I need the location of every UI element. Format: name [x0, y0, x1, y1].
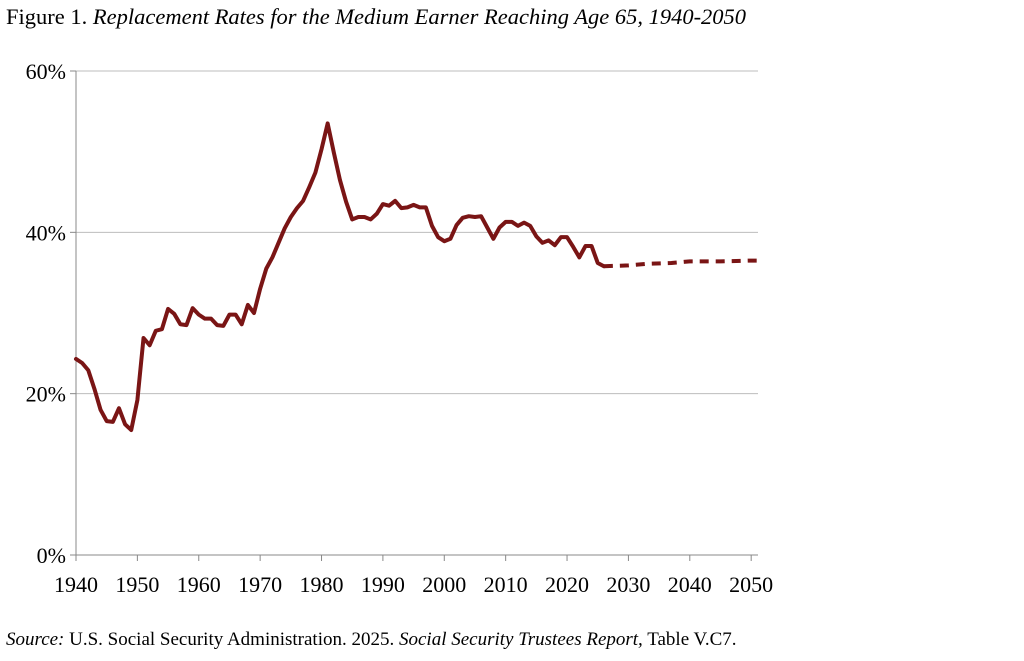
y-tick-label: 20% [26, 382, 66, 407]
projected-line [603, 258, 758, 269]
x-tick-label: 2000 [422, 572, 466, 597]
figure-number: Figure 1. [6, 4, 93, 29]
x-tick-label: 1950 [115, 572, 159, 597]
series-lines [74, 121, 758, 432]
x-tick-label: 1960 [177, 572, 221, 597]
axes [70, 70, 758, 561]
figure-title: Figure 1. Replacement Rates for the Medi… [6, 4, 746, 30]
gridlines [76, 70, 758, 395]
x-tick-label: 2050 [729, 572, 773, 597]
x-tick-label: 1970 [238, 572, 282, 597]
source-text-1: U.S. Social Security Administration. 202… [64, 629, 399, 650]
y-tick-label: 0% [37, 543, 66, 568]
x-tick-label: 1980 [300, 572, 344, 597]
source-text-2: Table V.C7. [642, 629, 737, 650]
x-axis-labels: 1940 1950 1960 1970 1980 1990 2000 2010 2020 2030… [54, 572, 773, 597]
source-note: Source: U.S. Social Security Administrat… [6, 629, 737, 651]
historical-line [74, 121, 606, 432]
x-tick-label: 2030 [606, 572, 650, 597]
x-tick-label: 1990 [361, 572, 405, 597]
source-label: Source: [6, 629, 65, 650]
x-tick-label: 1940 [54, 572, 98, 597]
y-axis-labels: 0% 20% 40% 60% [26, 59, 66, 568]
figure-title-text: Replacement Rates for the Medium Earner … [92, 4, 747, 29]
x-tick-label: 2040 [668, 572, 712, 597]
x-tick-label: 2020 [545, 572, 589, 597]
y-tick-label: 60% [26, 59, 66, 84]
y-tick-label: 40% [26, 220, 66, 245]
x-tick-label: 2010 [484, 572, 528, 597]
source-report-title: Social Security Trustees Report, [399, 629, 643, 650]
